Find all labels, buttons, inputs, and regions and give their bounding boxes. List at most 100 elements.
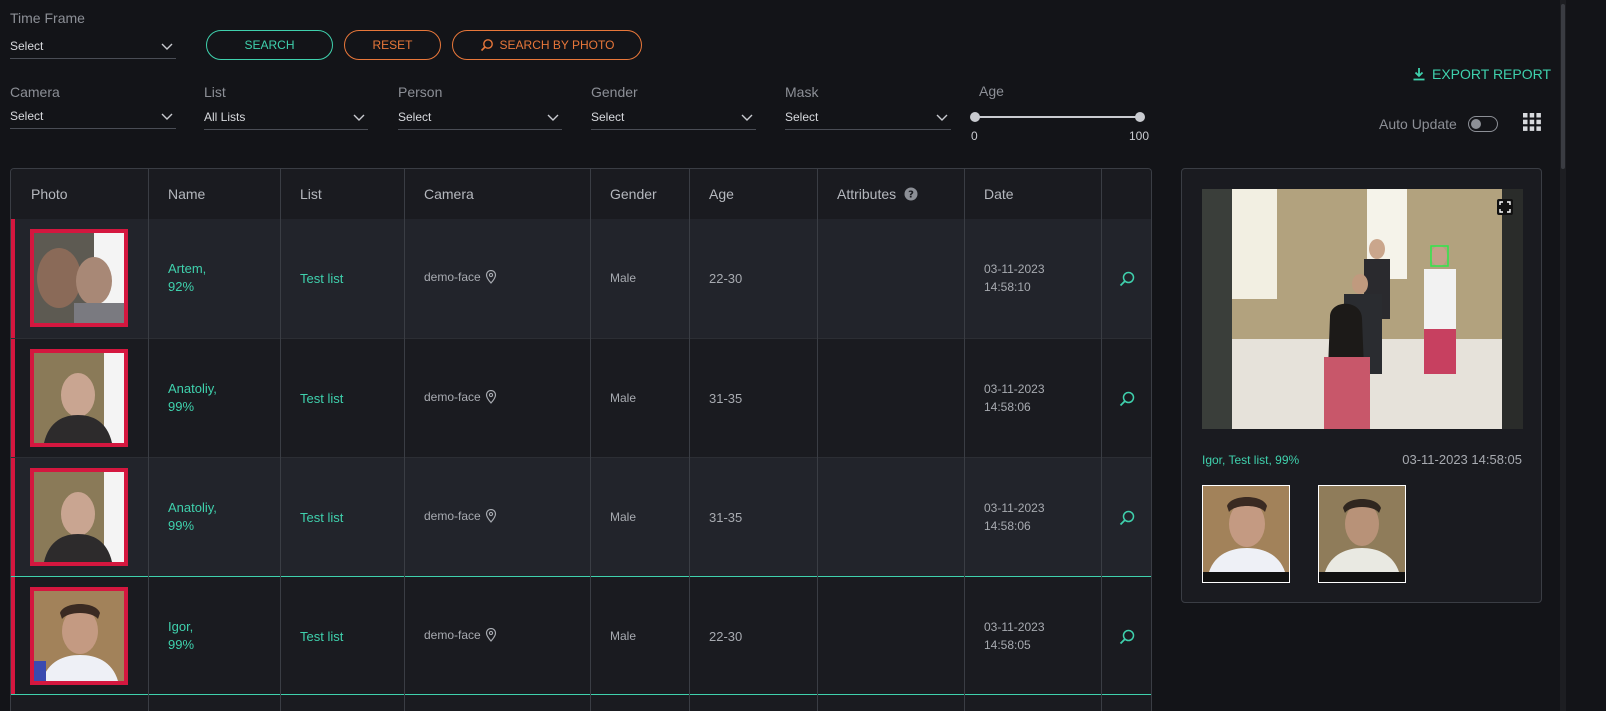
person-select[interactable]: Select xyxy=(398,106,562,130)
time-frame-label: Time Frame xyxy=(10,10,85,26)
camera-select[interactable]: Select xyxy=(10,105,176,129)
age-cell: 31-35 xyxy=(709,391,743,406)
fullscreen-icon[interactable] xyxy=(1497,199,1513,215)
gender-cell: Male xyxy=(610,391,637,405)
export-report-button[interactable]: EXPORT REPORT xyxy=(1412,66,1551,82)
search-icon[interactable] xyxy=(1118,628,1136,646)
date-cell: 03-11-2023 xyxy=(984,382,1045,396)
age-min-value: 0 xyxy=(971,129,978,143)
date-cell: 03-11-2023 xyxy=(984,501,1045,515)
search-icon[interactable] xyxy=(1118,509,1136,527)
help-icon[interactable]: ? xyxy=(904,187,918,201)
match-score: 92% xyxy=(168,279,195,294)
table-header: Photo Name List Camera Gender Age Attrib… xyxy=(11,169,1151,219)
header-gender[interactable]: Gender xyxy=(610,186,657,202)
column-divider xyxy=(404,169,405,711)
camera-cell: demo-face xyxy=(424,270,497,284)
row-alert-marker xyxy=(11,458,15,576)
detail-panel: Igor, Test list, 99% 03-11-2023 14:58:05 xyxy=(1181,168,1542,603)
gender-cell: Male xyxy=(610,510,637,524)
table-row[interactable]: Anatoliy, 99% Test list demo-face Male 3… xyxy=(11,338,1151,457)
person-name[interactable]: Igor, xyxy=(168,619,194,634)
header-attributes-label: Attributes xyxy=(837,186,897,202)
header-age[interactable]: Age xyxy=(709,186,734,202)
search-icon[interactable] xyxy=(1118,390,1136,408)
person-label: Person xyxy=(398,84,443,100)
column-divider xyxy=(817,169,818,711)
search-by-photo-button[interactable]: SEARCH BY PHOTO xyxy=(452,30,642,60)
gender-label: Gender xyxy=(591,84,638,100)
list-select[interactable]: All Lists xyxy=(204,106,368,130)
age-cell: 22-30 xyxy=(709,271,743,286)
mask-label: Mask xyxy=(785,84,819,100)
chevron-down-icon xyxy=(936,114,948,121)
face-thumbnail[interactable] xyxy=(30,349,128,447)
location-pin-icon[interactable] xyxy=(485,390,497,404)
face-thumbnail[interactable] xyxy=(30,229,128,327)
reference-face-thumbnail[interactable] xyxy=(1318,485,1406,583)
mask-select[interactable]: Select xyxy=(785,106,951,130)
face-thumbnail[interactable] xyxy=(30,587,128,685)
camera-name: demo-face xyxy=(424,628,481,642)
header-date[interactable]: Date xyxy=(984,186,1014,202)
person-name[interactable]: Artem, xyxy=(168,261,207,276)
column-divider xyxy=(964,169,965,711)
reset-button-label: RESET xyxy=(372,38,413,52)
column-divider xyxy=(1101,169,1102,711)
scene-snapshot[interactable] xyxy=(1202,189,1523,429)
search-by-photo-label: SEARCH BY PHOTO xyxy=(499,38,615,52)
column-divider xyxy=(148,169,149,711)
match-score: 99% xyxy=(168,399,195,414)
table-row[interactable]: Anatoliy, 99% Test list demo-face Male 3… xyxy=(11,457,1151,576)
list-link[interactable]: Test list xyxy=(300,629,344,644)
list-value: All Lists xyxy=(204,110,246,124)
person-name[interactable]: Anatoliy, xyxy=(168,381,217,396)
date-cell: 03-11-2023 xyxy=(984,262,1045,276)
face-thumbnail[interactable] xyxy=(30,468,128,566)
camera-cell: demo-face xyxy=(424,628,497,642)
search-button[interactable]: SEARCH xyxy=(206,30,333,60)
list-label: List xyxy=(204,84,226,100)
detected-face-thumbnail[interactable] xyxy=(1202,485,1290,583)
reset-button[interactable]: RESET xyxy=(344,30,441,60)
time-frame-select[interactable]: Select xyxy=(10,35,176,59)
location-pin-icon[interactable] xyxy=(485,509,497,523)
location-pin-icon[interactable] xyxy=(485,628,497,642)
camera-cell: demo-face xyxy=(424,390,497,404)
row-alert-marker xyxy=(11,577,15,694)
time-cell: 14:58:10 xyxy=(984,280,1031,294)
column-divider xyxy=(689,169,690,711)
scrollbar-track[interactable] xyxy=(1560,0,1566,711)
list-link[interactable]: Test list xyxy=(300,271,344,286)
gender-cell: Male xyxy=(610,271,637,285)
header-list[interactable]: List xyxy=(300,186,322,202)
age-slider-track[interactable] xyxy=(975,116,1140,118)
search-button-label: SEARCH xyxy=(244,38,295,52)
person-name[interactable]: Anatoliy, xyxy=(168,500,217,515)
search-icon[interactable] xyxy=(1118,270,1136,288)
match-score: 99% xyxy=(168,637,195,652)
detail-timestamp: 03-11-2023 14:58:05 xyxy=(1402,452,1522,467)
age-slider-min-handle[interactable] xyxy=(970,112,980,122)
time-cell: 14:58:05 xyxy=(984,638,1031,652)
table-row[interactable]: Artem, 92% Test list demo-face Male 22-3… xyxy=(11,219,1151,338)
age-slider-max-handle[interactable] xyxy=(1135,112,1145,122)
list-link[interactable]: Test list xyxy=(300,391,344,406)
detail-caption[interactable]: Igor, Test list, 99% xyxy=(1202,453,1300,467)
header-attributes: Attributes ? xyxy=(837,186,918,202)
auto-update-toggle[interactable] xyxy=(1468,116,1498,132)
gender-select[interactable]: Select xyxy=(591,106,756,130)
scrollbar-thumb[interactable] xyxy=(1561,4,1565,169)
table-row-selected[interactable]: Igor, 99% Test list demo-face Male 22-30… xyxy=(11,576,1151,695)
header-camera[interactable]: Camera xyxy=(424,186,474,202)
grid-view-icon[interactable] xyxy=(1522,112,1542,132)
chevron-down-icon xyxy=(353,114,365,121)
header-name[interactable]: Name xyxy=(168,186,206,202)
time-cell: 14:58:06 xyxy=(984,519,1031,533)
location-pin-icon[interactable] xyxy=(485,270,497,284)
age-cell: 31-35 xyxy=(709,510,743,525)
camera-name: demo-face xyxy=(424,509,481,523)
age-label: Age xyxy=(979,83,1004,99)
list-link[interactable]: Test list xyxy=(300,510,344,525)
row-alert-marker xyxy=(11,219,15,338)
